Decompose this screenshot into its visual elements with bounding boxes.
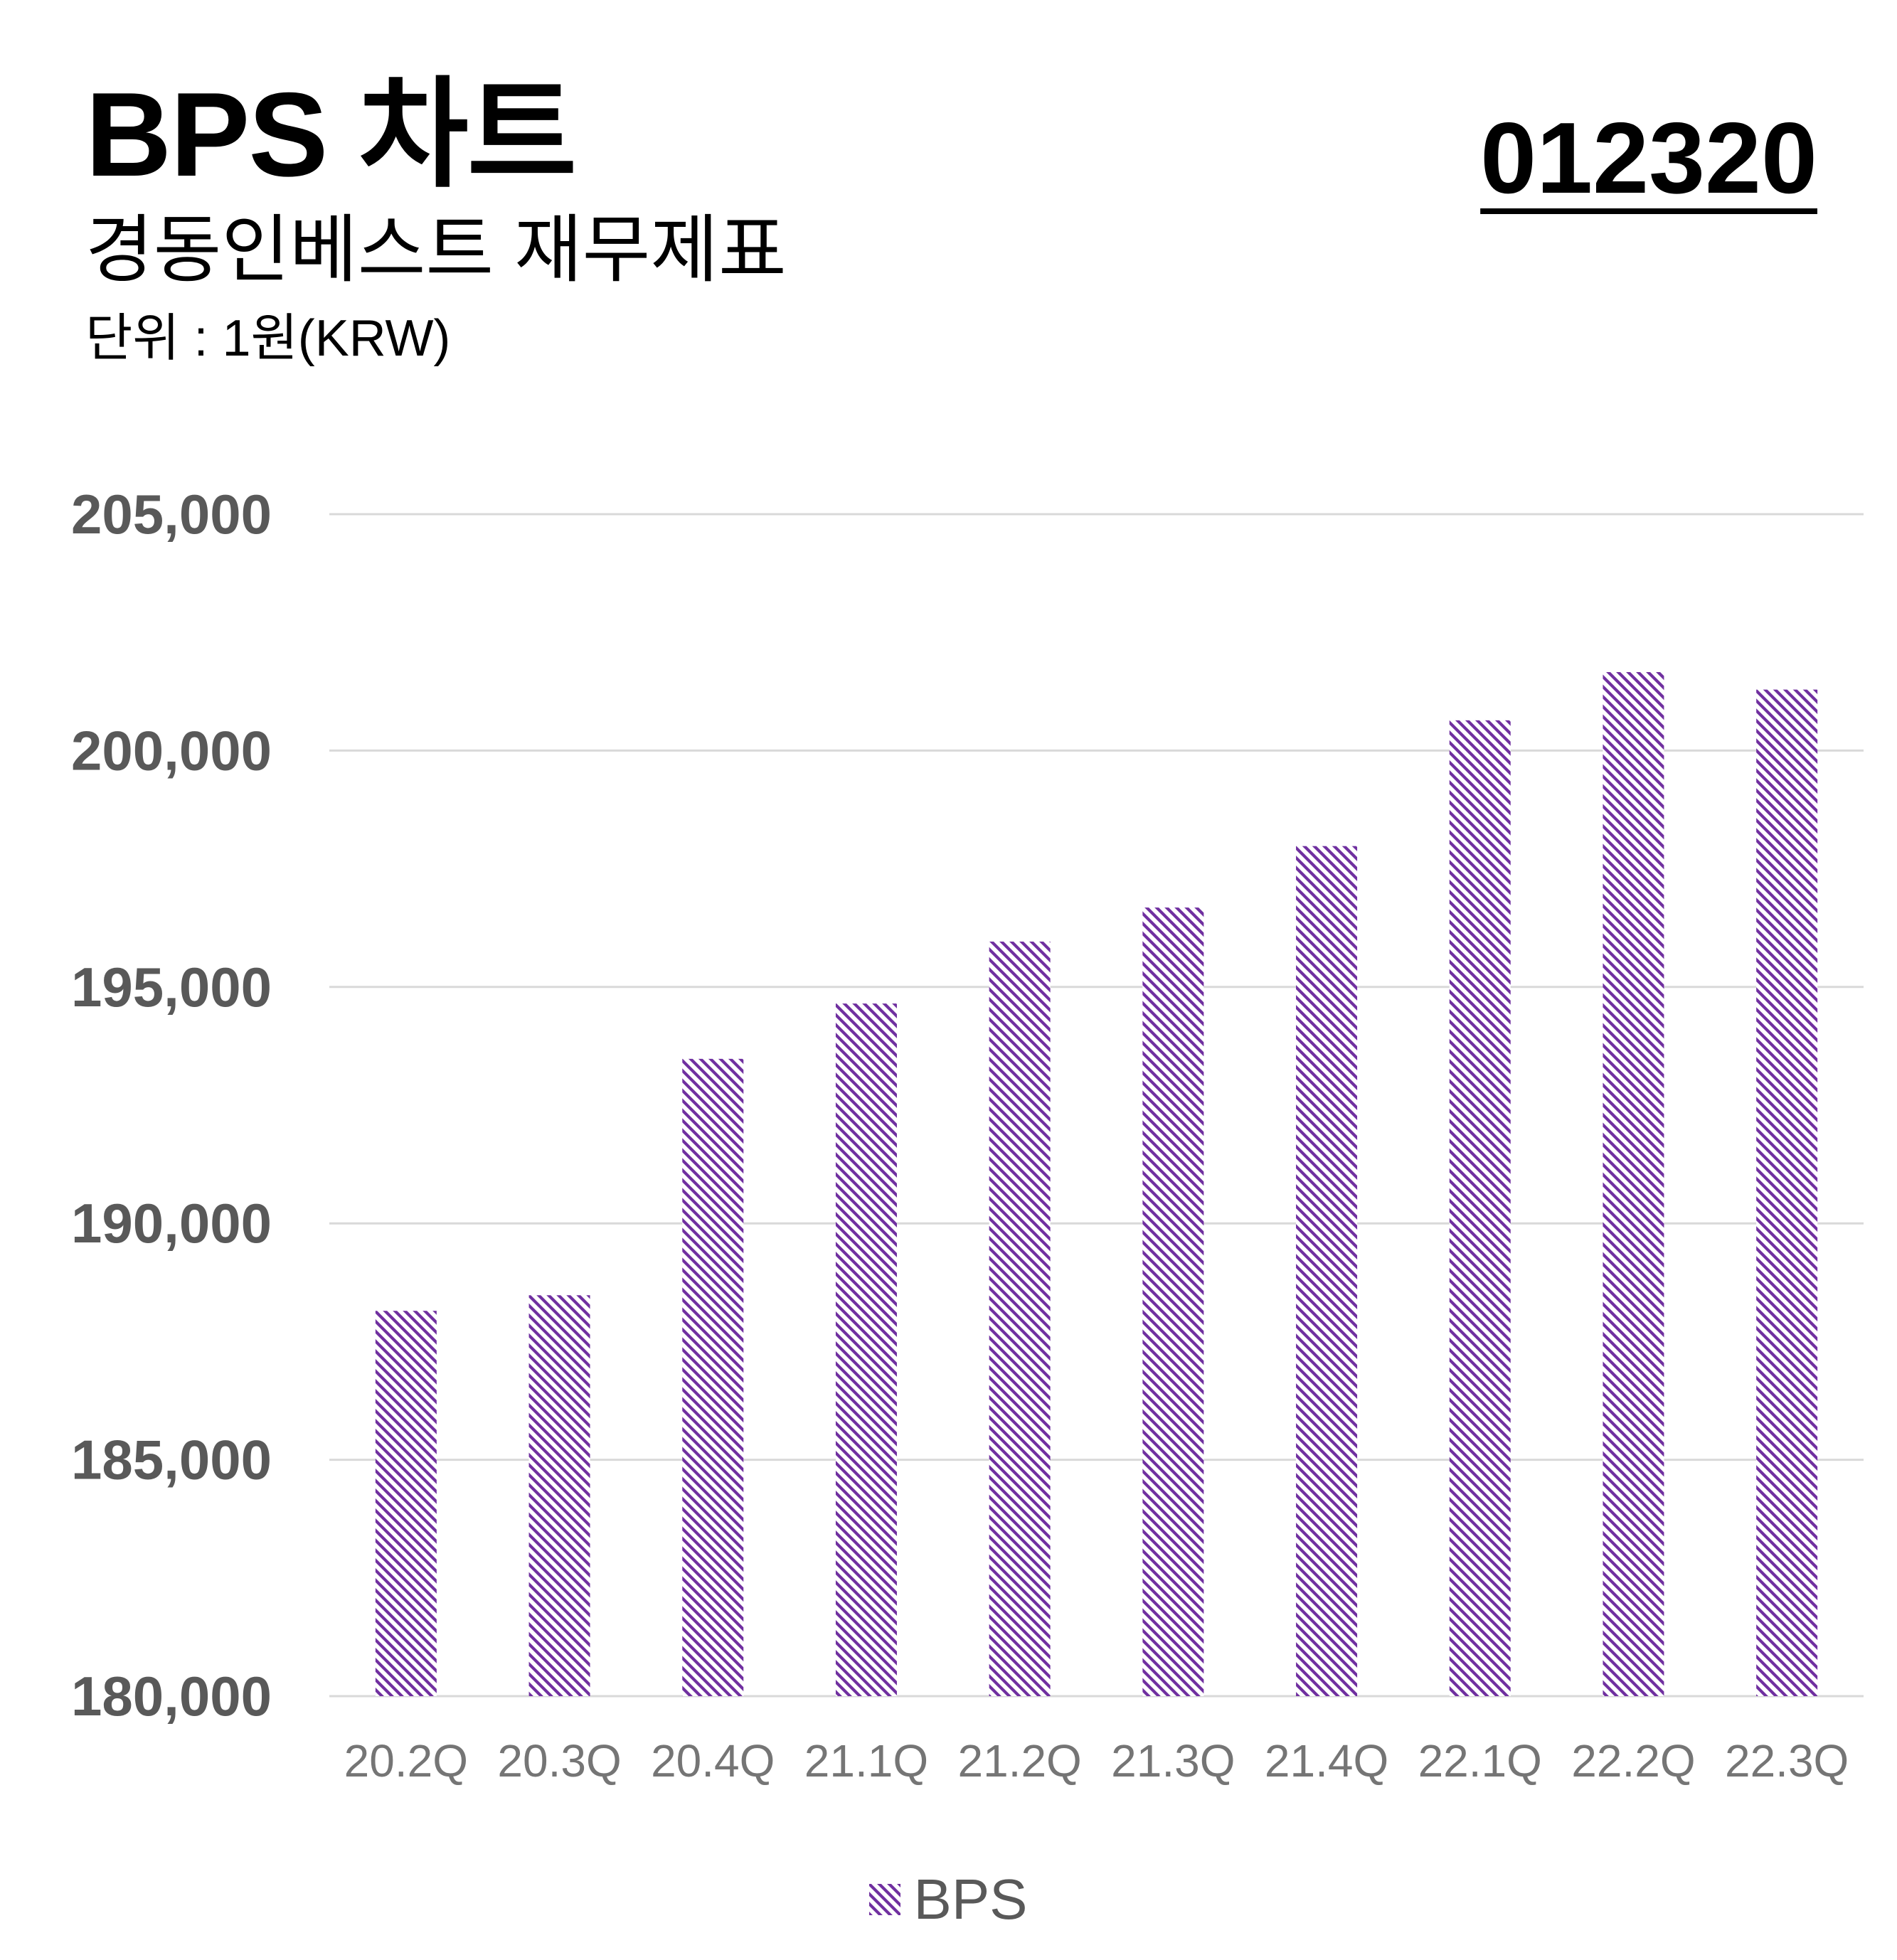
- chart-legend: BPS: [0, 1868, 1897, 1932]
- chart-title: BPS 차트: [85, 68, 577, 201]
- bar-21.2Q: [989, 941, 1051, 1696]
- bar-21.4Q: [1296, 846, 1358, 1696]
- bar-20.3Q: [528, 1295, 590, 1696]
- y-tick-label: 205,000: [71, 483, 272, 545]
- x-tick-label: 22.3Q: [1725, 1735, 1849, 1786]
- bar-21.3Q: [1142, 907, 1204, 1696]
- bar-20.2Q: [375, 1311, 437, 1696]
- y-tick-label: 185,000: [71, 1429, 272, 1491]
- y-tick-label: 180,000: [71, 1665, 272, 1727]
- y-tick-label: 195,000: [71, 956, 272, 1018]
- y-tick-label: 200,000: [71, 719, 272, 782]
- bar-22.2Q: [1603, 672, 1664, 1696]
- x-tick-label: 21.3Q: [1111, 1735, 1235, 1786]
- bar-21.1Q: [835, 1003, 897, 1696]
- bar-22.3Q: [1756, 689, 1818, 1696]
- x-tick-label: 21.1Q: [804, 1735, 928, 1786]
- x-tick-label: 20.3Q: [497, 1735, 621, 1786]
- x-tick-label: 22.1Q: [1418, 1735, 1542, 1786]
- x-tick-label: 21.4Q: [1265, 1735, 1388, 1786]
- x-tick-label: 21.2Q: [957, 1735, 1081, 1786]
- legend-label-bps: BPS: [913, 1868, 1028, 1931]
- unit-label: 단위 : 1원(KRW): [85, 310, 451, 367]
- legend-swatch: [869, 1884, 901, 1915]
- chart-subtitle: 경동인베스트 재무제표: [85, 209, 787, 292]
- x-tick-label: 20.4Q: [651, 1735, 775, 1786]
- stock-code: 012320: [1480, 102, 1817, 215]
- y-tick-label: 190,000: [71, 1192, 272, 1255]
- x-tick-label: 22.2Q: [1571, 1735, 1695, 1786]
- bar-20.4Q: [682, 1058, 744, 1696]
- x-tick-label: 20.2Q: [344, 1735, 468, 1786]
- bar-22.1Q: [1449, 720, 1511, 1696]
